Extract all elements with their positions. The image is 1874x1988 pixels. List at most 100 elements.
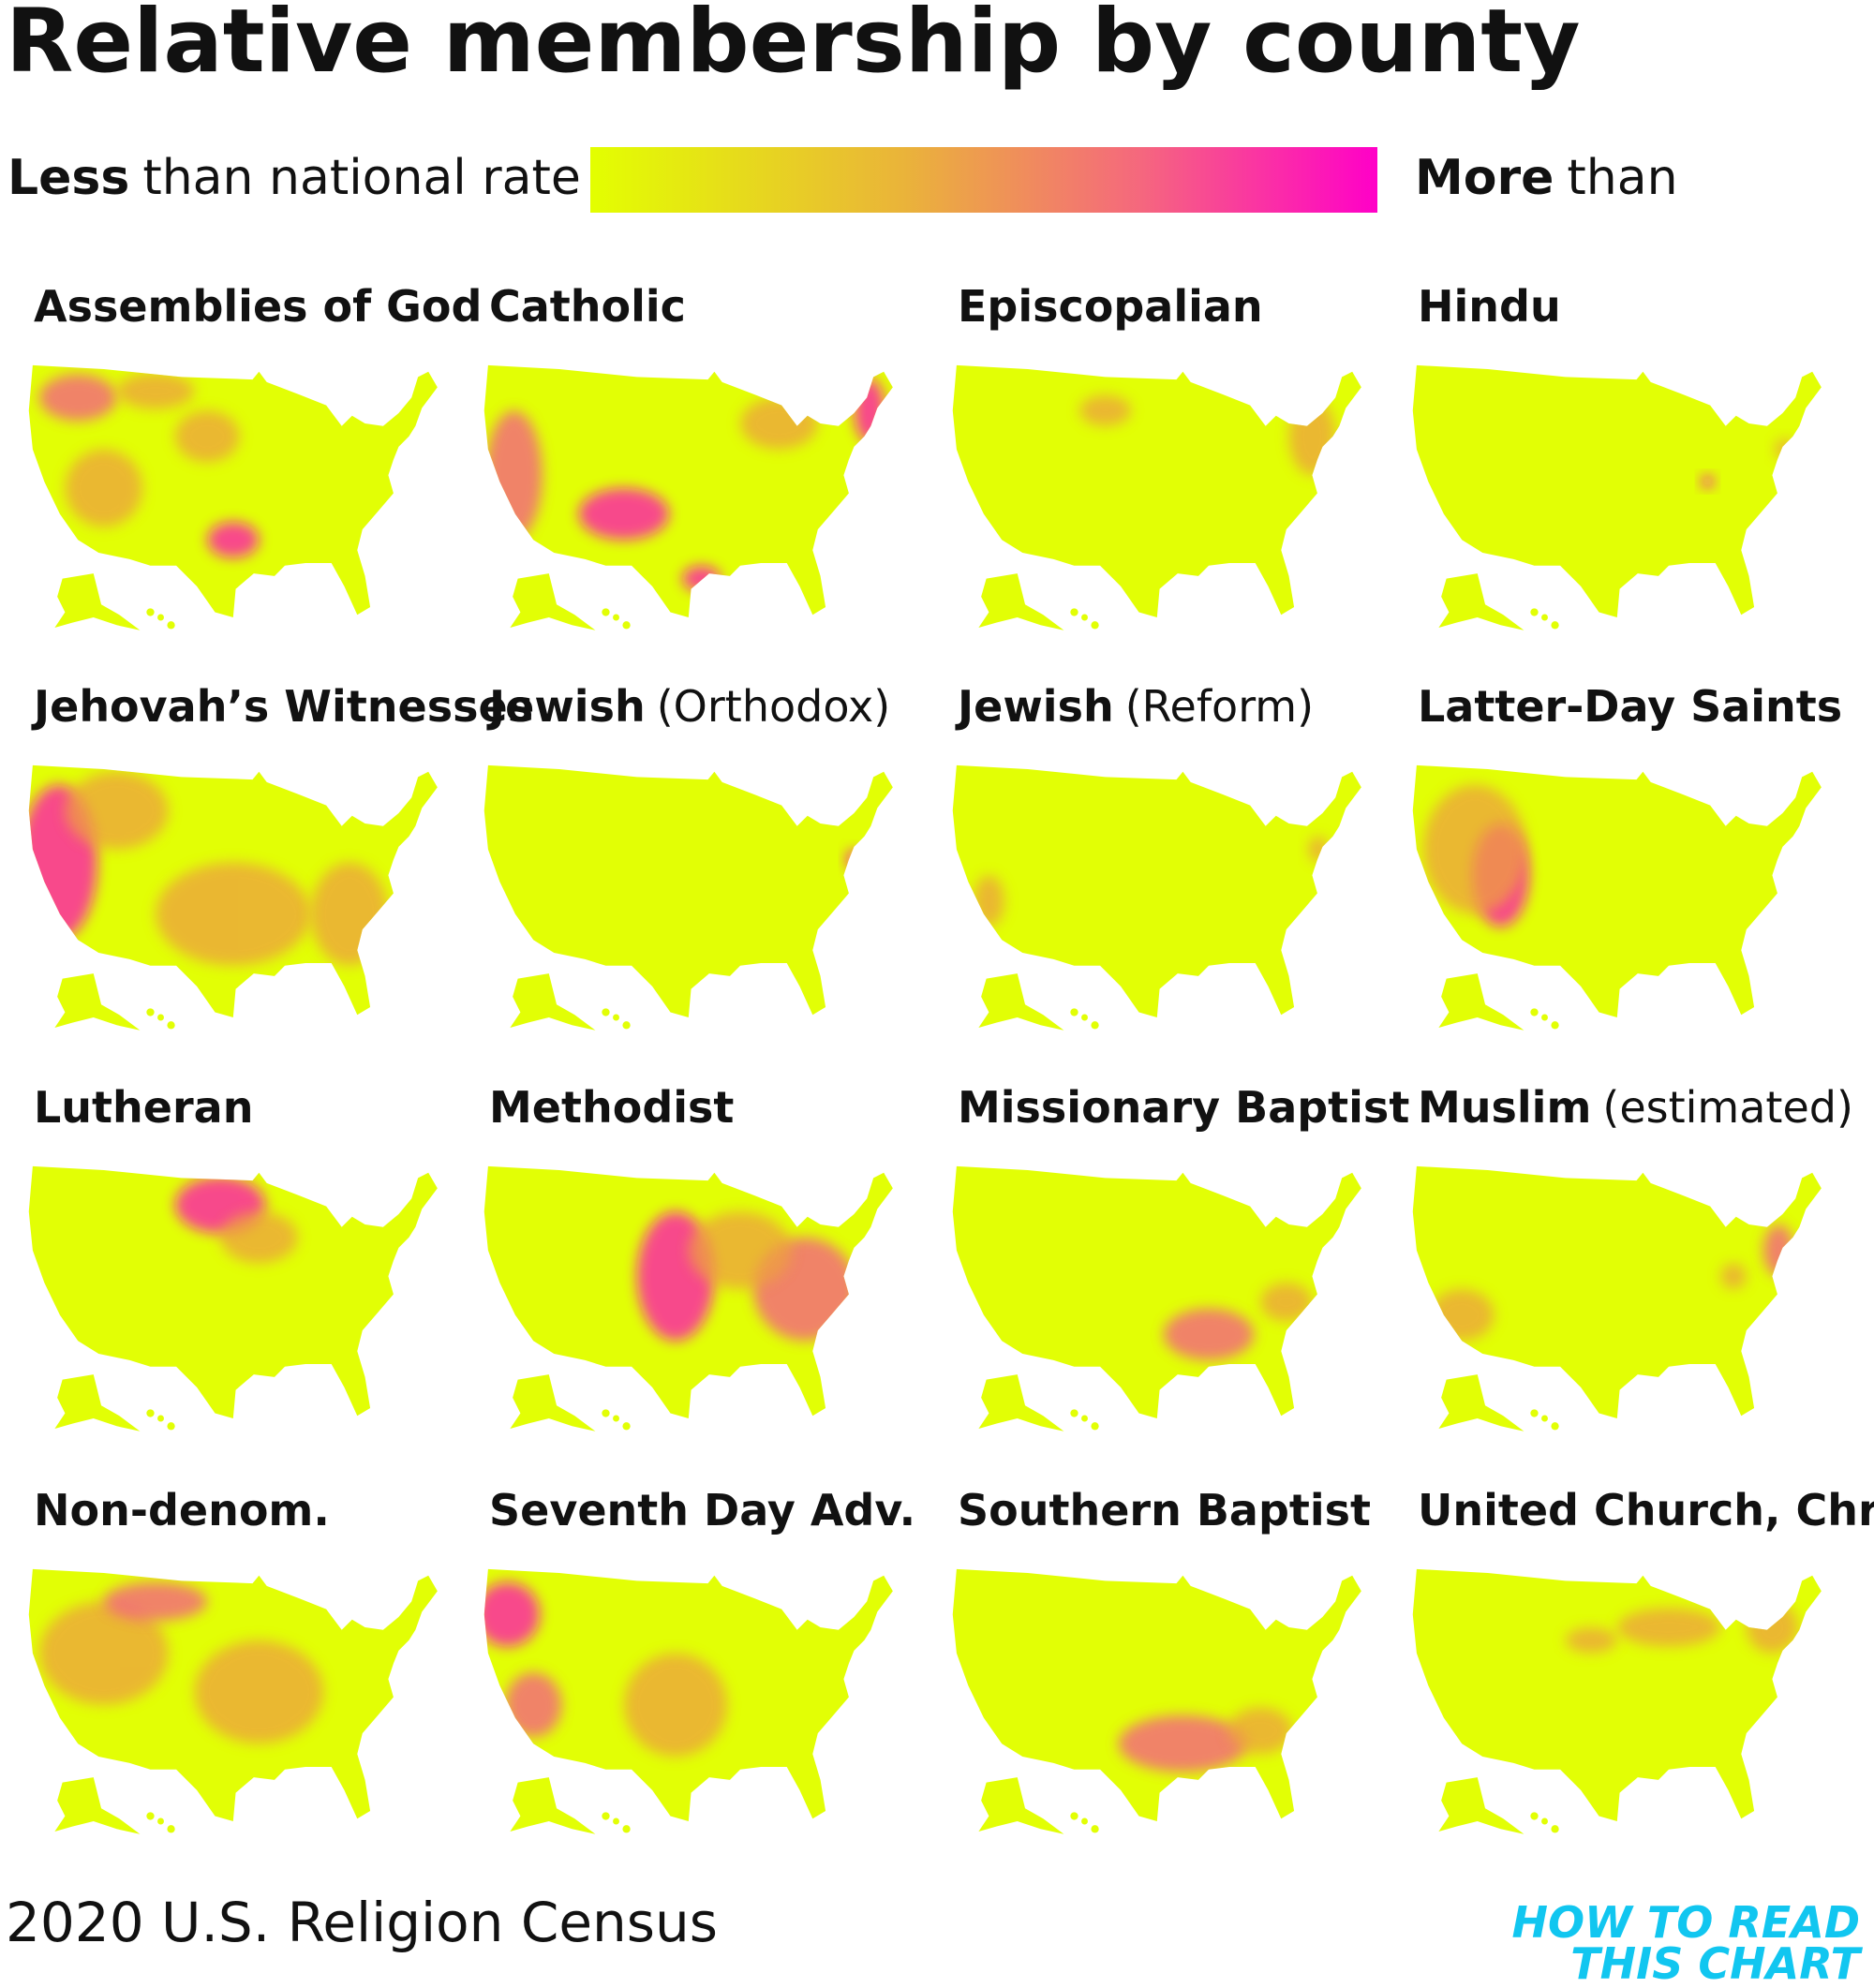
hotspot — [740, 397, 818, 450]
hotspots — [1422, 784, 1529, 927]
hotspot — [1565, 1627, 1617, 1654]
map — [952, 1165, 1361, 1432]
panel-name: Southern Baptist — [958, 1485, 1371, 1536]
panel-name: Assemblies of God — [34, 281, 482, 332]
panel-title: United Church, Christ — [1418, 1485, 1874, 1536]
panel-title: Lutheran — [34, 1082, 253, 1133]
panel-name: Jewish — [955, 681, 1114, 732]
hotspots — [846, 849, 862, 870]
panel-title: Latter-Day Saints — [1418, 681, 1842, 732]
alaska-outline — [510, 1374, 596, 1432]
panel-name: Jewish — [486, 681, 646, 732]
source: 2020 U.S. Religion Census — [6, 1891, 718, 1954]
hotspot — [65, 771, 169, 850]
map — [483, 1568, 893, 1834]
hawaii — [1551, 621, 1559, 630]
hotspot — [504, 1672, 562, 1738]
hawaii — [1530, 1409, 1539, 1417]
hotspot — [1429, 1289, 1495, 1342]
alaska-outline — [510, 1777, 596, 1834]
hawaii — [1541, 614, 1548, 621]
legend-high-bold: More — [1415, 150, 1554, 206]
hawaii — [1070, 1812, 1078, 1820]
hawaii — [157, 1415, 164, 1422]
alaska-outline — [1438, 573, 1524, 631]
panel-name: Muslim — [1418, 1082, 1591, 1133]
hawaii — [167, 1825, 175, 1833]
hawaii — [602, 1008, 610, 1016]
hotspots — [38, 373, 260, 558]
hotspots — [636, 1211, 857, 1342]
map — [1412, 1165, 1822, 1432]
hawaii — [1081, 614, 1088, 621]
hotspot — [1079, 394, 1132, 426]
hotspots — [38, 1581, 324, 1744]
legend-high-rest: than — [1567, 150, 1677, 206]
panel-qualifier: (Reform) — [1125, 681, 1314, 732]
hawaii — [167, 1021, 175, 1030]
hawaii — [1541, 1014, 1548, 1021]
map — [952, 764, 1361, 1031]
hotspot — [1163, 1308, 1255, 1360]
hotspot — [116, 373, 195, 409]
hotspot — [1746, 1601, 1798, 1654]
panel-name: Missionary Baptist — [958, 1082, 1409, 1133]
logo-line-1: HOW TO READ — [1512, 1897, 1860, 1948]
hotspot — [483, 1581, 541, 1647]
hotspot — [1308, 836, 1330, 863]
panel-title: Non-denom. — [34, 1485, 330, 1536]
hawaii — [1081, 1415, 1088, 1422]
panel-title: Episcopalian — [958, 281, 1263, 332]
panel-title: Assemblies of God — [34, 281, 482, 332]
hotspot — [174, 410, 240, 463]
hotspot — [207, 521, 260, 558]
alaska-outline — [54, 1374, 141, 1432]
hawaii — [146, 608, 155, 616]
hotspots — [483, 1581, 728, 1757]
hawaii — [613, 614, 619, 621]
panel-name: Seventh Day Adv. — [489, 1485, 915, 1536]
panel-title: Jewish (Orthodox) — [486, 681, 890, 732]
hawaii — [622, 1825, 631, 1833]
map — [28, 764, 438, 1031]
panel-title: Muslim (estimated) — [1418, 1082, 1853, 1133]
map — [28, 1568, 438, 1834]
hotspot — [688, 1211, 793, 1289]
hotspot — [846, 849, 862, 870]
panel-name: Hindu — [1418, 281, 1561, 332]
panel-title: Catholic — [489, 281, 686, 332]
hotspot — [1701, 475, 1715, 488]
hawaii — [1541, 1817, 1548, 1825]
hawaii — [146, 1409, 155, 1417]
map — [28, 1165, 438, 1432]
hawaii — [622, 621, 631, 630]
hawaii — [167, 1422, 175, 1431]
panel-name: Jehovah’s Witnesses — [31, 681, 533, 732]
hawaii — [1091, 1021, 1099, 1030]
hotspot — [1616, 1608, 1721, 1647]
hawaii — [602, 608, 610, 616]
hawaii — [1081, 1817, 1088, 1825]
hawaii — [1551, 1422, 1559, 1431]
legend-low-bold: Less — [7, 150, 129, 206]
hotspot — [1288, 397, 1336, 476]
panel-name: Latter-Day Saints — [1418, 681, 1842, 732]
alaska-outline — [510, 573, 596, 631]
hawaii — [622, 1422, 631, 1431]
panel-title: Methodist — [489, 1082, 734, 1133]
hawaii — [1091, 621, 1099, 630]
hawaii — [1551, 1021, 1559, 1030]
hawaii — [1070, 1409, 1078, 1417]
logo-line-2: THIS CHART — [1570, 1938, 1863, 1984]
hotspot — [220, 1211, 298, 1264]
map — [952, 364, 1361, 631]
hotspot — [1260, 1283, 1313, 1322]
hotspot — [1762, 1224, 1794, 1277]
panel-title: Seventh Day Adv. — [489, 1485, 915, 1536]
hotspot — [1720, 1263, 1747, 1289]
map — [483, 764, 893, 1031]
hawaii — [167, 621, 175, 630]
map — [952, 1568, 1361, 1834]
map — [483, 364, 893, 631]
